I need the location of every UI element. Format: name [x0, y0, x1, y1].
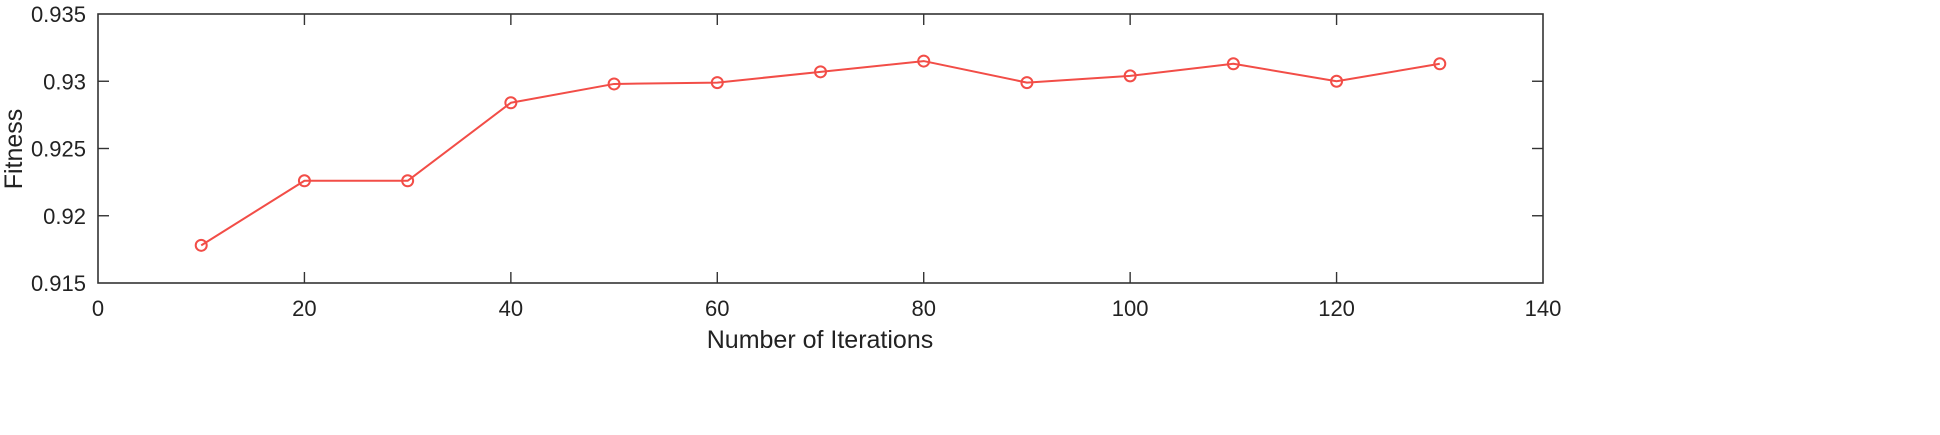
x-tick-label: 80 — [911, 296, 935, 321]
data-point-marker — [917, 54, 931, 68]
data-point-marker — [1433, 57, 1447, 71]
x-tick-label: 140 — [1525, 296, 1562, 321]
y-tick-label: 0.915 — [31, 271, 86, 296]
data-point-marker — [1330, 74, 1344, 88]
data-point-marker — [194, 238, 208, 252]
data-point-marker — [814, 65, 827, 79]
x-tick-label: 0 — [92, 296, 104, 321]
x-tick-label: 120 — [1318, 296, 1355, 321]
series-layer — [194, 54, 1447, 252]
x-axis: 0 20 40 60 80 100 120 140 — [92, 14, 1561, 321]
y-tick-label: 0.935 — [31, 2, 86, 27]
x-tick-label: 20 — [292, 296, 316, 321]
data-point-marker — [297, 174, 311, 188]
y-tick-label: 0.925 — [31, 137, 86, 162]
series-line — [200, 60, 1440, 247]
data-point-marker — [1123, 69, 1137, 83]
data-point-marker — [401, 174, 415, 188]
x-axis-title: Number of Iterations — [707, 326, 934, 354]
x-tick-label: 40 — [499, 296, 523, 321]
data-point-marker — [710, 76, 724, 90]
y-tick-label: 0.93 — [43, 69, 86, 94]
data-point-marker — [607, 77, 621, 91]
plot-area-frame — [97, 13, 1544, 284]
y-axis-title: Fitness — [0, 109, 28, 190]
x-tick-label: 60 — [705, 296, 729, 321]
y-tick-label: 0.92 — [43, 204, 86, 229]
data-point-marker — [1226, 57, 1240, 71]
y-axis: 0.915 0.92 0.925 0.93 0.935 — [31, 2, 1543, 296]
data-point-marker — [1020, 76, 1034, 90]
data-point-marker — [504, 96, 518, 110]
x-tick-label: 100 — [1112, 296, 1149, 321]
